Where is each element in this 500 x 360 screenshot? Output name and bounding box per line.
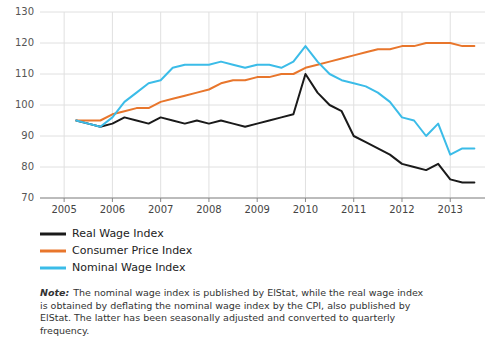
legend-swatch (40, 250, 66, 253)
note: Note:The nominal wage index is published… (40, 287, 424, 336)
x-tick (353, 198, 354, 202)
x-grid-line (64, 12, 65, 198)
x-tick (208, 198, 209, 202)
x-grid-line (208, 12, 209, 198)
x-grid-line (305, 12, 306, 198)
legend-label: Real Wage Index (72, 227, 164, 240)
x-tick (450, 198, 451, 202)
x-grid-line (353, 12, 354, 198)
x-tick-label: 2010 (293, 204, 318, 215)
x-grid-line (401, 12, 402, 198)
legend-swatch (40, 233, 66, 236)
series-line (76, 43, 474, 121)
series-lines (76, 43, 474, 183)
grid (40, 12, 485, 198)
note-text: is obtained by deflating the nominal wag… (40, 300, 411, 311)
y-tick-label: 130 (15, 6, 34, 17)
note-text: frequency. (40, 325, 89, 336)
x-grid-line (257, 12, 258, 198)
series-line (76, 74, 474, 183)
x-tick-label: 2005 (51, 204, 76, 215)
x-grid-line (160, 12, 161, 198)
x-grid-line (112, 12, 113, 198)
x-tick (401, 198, 402, 202)
x-tick (257, 198, 258, 202)
x-tick-label: 2007 (148, 204, 173, 215)
y-tick-label: 120 (15, 37, 34, 48)
x-grid-line (450, 12, 451, 198)
y-grid-line (40, 43, 485, 44)
x-tick (305, 198, 306, 202)
x-tick (112, 198, 113, 202)
x-axis-line (40, 198, 485, 199)
y-grid-line (40, 136, 485, 137)
x-tick-label: 2012 (389, 204, 414, 215)
y-grid-line (40, 74, 485, 75)
chart: 70 80 90 100 110 120 130 2005 2006 2007 2008 2009 20… (0, 0, 500, 360)
legend-swatch (40, 267, 66, 270)
y-tick-label: 100 (15, 99, 34, 110)
x-tick-label: 2011 (341, 204, 366, 215)
y-grid-line (40, 105, 485, 106)
note-text: ElStat. The latter has been seasonally a… (40, 312, 396, 323)
legend-label: Consumer Price Index (72, 244, 193, 257)
x-tick-label: 2013 (438, 204, 463, 215)
legend-label: Nominal Wage Index (72, 261, 186, 274)
y-tick-label: 110 (15, 68, 34, 79)
note-text: The nominal wage index is published by E… (72, 287, 423, 298)
legend: Real Wage Index Consumer Price Index Nomin… (40, 227, 193, 274)
y-grid-line (40, 198, 485, 199)
y-tick-label: 90 (21, 130, 34, 141)
x-tick-label: 2008 (196, 204, 221, 215)
x-tick (64, 198, 65, 202)
x-tick (160, 198, 161, 202)
y-grid-line (40, 12, 485, 13)
y-tick-label: 70 (21, 192, 34, 203)
note-label: Note: (40, 287, 69, 298)
y-tick-label: 80 (21, 161, 34, 172)
series-line (76, 46, 474, 155)
x-tick-label: 2006 (100, 204, 125, 215)
x-tick-label: 2009 (244, 204, 269, 215)
